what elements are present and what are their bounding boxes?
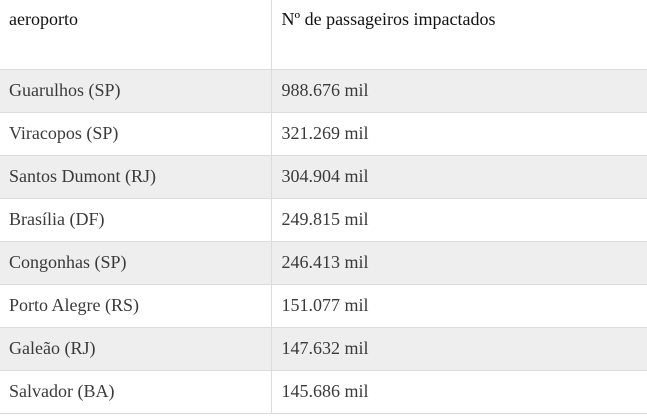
column-header-passengers: Nº de passageiros impactados xyxy=(271,0,647,69)
airport-cell: Brasília (DF) xyxy=(0,197,272,241)
column-header-airport: aeroporto xyxy=(0,0,272,69)
passengers-cell: 321.269 mil xyxy=(271,111,647,155)
passengers-cell: 988.676 mil xyxy=(271,68,647,112)
table-header-row: aeroporto Nº de passageiros impactados xyxy=(0,0,647,69)
table-row: Salvador (BA) 145.686 mil xyxy=(0,369,647,414)
table-row: Congonhas (SP) 246.413 mil xyxy=(0,240,647,284)
airport-cell: Congonhas (SP) xyxy=(0,240,272,284)
passengers-cell: 147.632 mil xyxy=(271,326,647,370)
table-row: Brasília (DF) 249.815 mil xyxy=(0,197,647,241)
table-row: Porto Alegre (RS) 151.077 mil xyxy=(0,283,647,327)
passengers-cell: 246.413 mil xyxy=(271,240,647,284)
table-row: Galeão (RJ) 147.632 mil xyxy=(0,326,647,370)
passengers-cell: 249.815 mil xyxy=(271,197,647,241)
table-row: Viracopos (SP) 321.269 mil xyxy=(0,111,647,155)
table-row: Guarulhos (SP) 988.676 mil xyxy=(0,68,647,112)
passengers-cell: 145.686 mil xyxy=(271,369,647,414)
airport-cell: Guarulhos (SP) xyxy=(0,68,272,112)
airport-cell: Porto Alegre (RS) xyxy=(0,283,272,327)
passengers-cell: 151.077 mil xyxy=(271,283,647,327)
passengers-cell: 304.904 mil xyxy=(271,154,647,198)
airport-cell: Galeão (RJ) xyxy=(0,326,272,370)
airport-cell: Salvador (BA) xyxy=(0,369,272,414)
airport-cell: Santos Dumont (RJ) xyxy=(0,154,272,198)
airport-cell: Viracopos (SP) xyxy=(0,111,272,155)
table-row: Santos Dumont (RJ) 304.904 mil xyxy=(0,154,647,198)
